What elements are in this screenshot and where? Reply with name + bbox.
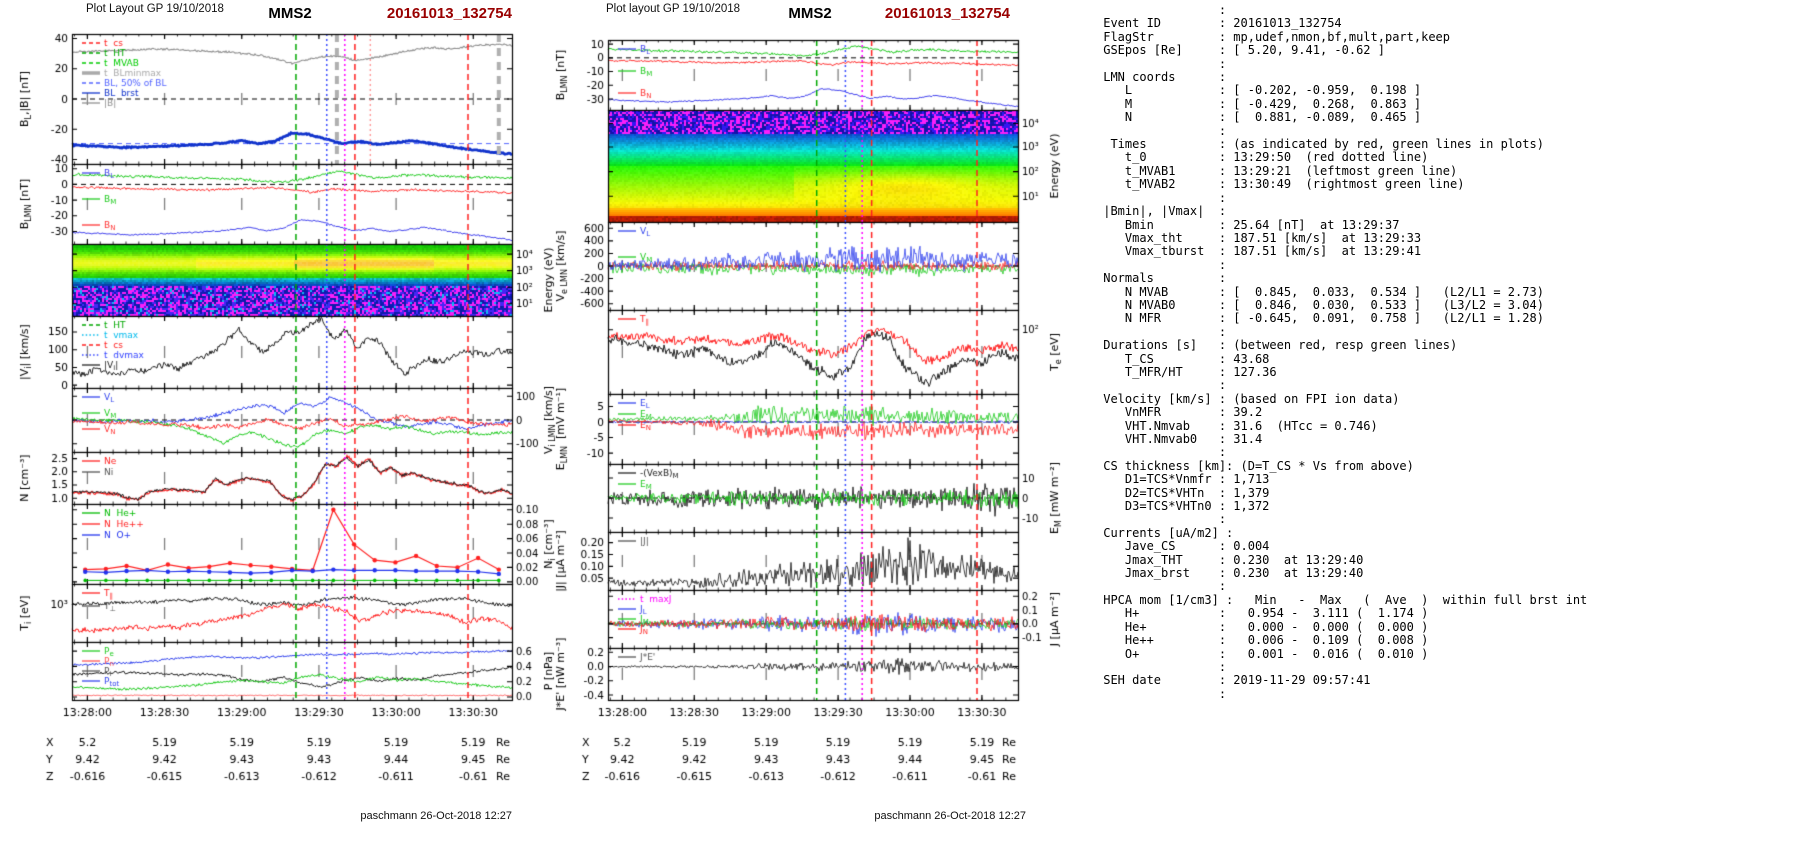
info-panel: : Event ID : 20161013_132754 FlagStr : m… xyxy=(1103,3,1588,701)
plot-footer: paschmann 26-Oct-2018 12:27 xyxy=(360,810,512,822)
plot-footer: paschmann 26-Oct-2018 12:27 xyxy=(874,810,1026,822)
left-plot-column: Plot Layout GP 19/10/2018 MMS2 20161013_… xyxy=(0,0,570,841)
middle-plot-canvas xyxy=(520,0,1090,800)
middle-plot-column: Plot layout GP 19/10/2018 MMS2 20161013_… xyxy=(520,0,1090,841)
left-plot-canvas xyxy=(0,0,570,800)
